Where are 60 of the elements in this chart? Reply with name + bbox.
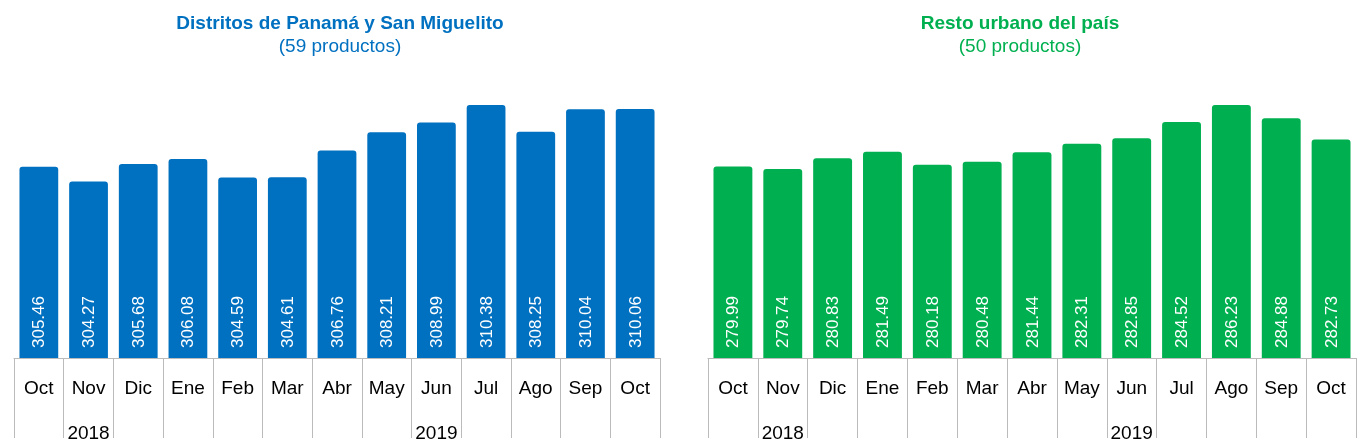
text: 2018 <box>67 421 110 443</box>
x-tick-label: Oct <box>24 377 55 398</box>
data-label: 308.25 <box>526 296 546 348</box>
data-label: 308.99 <box>426 296 446 348</box>
data-label: 306.76 <box>327 296 347 348</box>
x-tick-label: Oct <box>1316 377 1347 398</box>
data-label: 281.49 <box>872 296 892 348</box>
data-label: 286.23 <box>1221 296 1241 348</box>
x-tick-label: Sep <box>568 377 603 398</box>
x-tick-label: Oct <box>620 377 651 398</box>
x-tick-label: Feb <box>915 377 949 398</box>
data-label: 305.46 <box>29 296 49 348</box>
chart-subtitle: (59 productos) <box>278 35 402 56</box>
data-label: 304.59 <box>228 296 248 348</box>
x-tick-label: Oct <box>718 377 749 398</box>
x-tick-label: Nov <box>71 377 106 398</box>
x-tick-label: May <box>1063 377 1101 398</box>
data-label: 280.18 <box>922 296 942 348</box>
data-label: 310.04 <box>575 296 595 348</box>
x-tick-label: Nov <box>765 377 801 398</box>
text: 2019 <box>1110 421 1153 443</box>
chart-title: Distritos de Panamá y San Miguelito <box>176 12 504 33</box>
data-label: 310.38 <box>476 296 496 348</box>
x-tick-label: Ene <box>171 377 205 398</box>
data-label: 281.44 <box>1022 296 1042 348</box>
x-tick-label: Jun <box>1116 377 1148 398</box>
text: 2019 <box>415 421 458 443</box>
data-label: 305.68 <box>128 296 148 348</box>
data-label: 282.85 <box>1122 296 1142 348</box>
x-tick-label: May <box>368 377 406 398</box>
x-tick-label: Dic <box>818 377 847 398</box>
data-label: 280.48 <box>972 296 992 348</box>
x-tick-label: Ago <box>518 377 553 398</box>
x-tick-label: Abr <box>322 377 353 398</box>
text: 2018 <box>761 421 804 443</box>
chart-title: Resto urbano del país <box>920 12 1120 33</box>
x-tick-label: Abr <box>1017 377 1048 398</box>
x-tick-label: Ago <box>1214 377 1249 398</box>
data-label: 284.88 <box>1271 296 1291 348</box>
x-tick-label: Mar <box>965 377 1000 398</box>
data-label: 308.21 <box>377 296 397 348</box>
x-tick-label: Feb <box>221 377 254 398</box>
data-label: 310.06 <box>625 296 645 348</box>
x-tick-label: Ene <box>865 377 900 398</box>
data-label: 279.74 <box>773 296 793 348</box>
x-tick-label: Jun <box>421 377 452 398</box>
x-tick-label: Jul <box>473 377 499 398</box>
x-tick-label: Jul <box>1169 377 1194 398</box>
data-label: 282.73 <box>1321 296 1341 348</box>
x-tick-label: Sep <box>1264 377 1299 398</box>
x-tick-label: Mar <box>270 377 305 398</box>
data-label: 284.52 <box>1172 296 1192 348</box>
x-tick-label: Dic <box>124 377 152 398</box>
chart-subtitle: (50 productos) <box>958 35 1082 56</box>
data-label: 306.08 <box>178 296 198 348</box>
data-label: 282.31 <box>1072 296 1092 348</box>
data-label: 304.27 <box>79 296 99 348</box>
data-label: 304.61 <box>277 296 297 348</box>
data-label: 279.99 <box>723 296 743 348</box>
data-label: 280.83 <box>823 296 843 348</box>
